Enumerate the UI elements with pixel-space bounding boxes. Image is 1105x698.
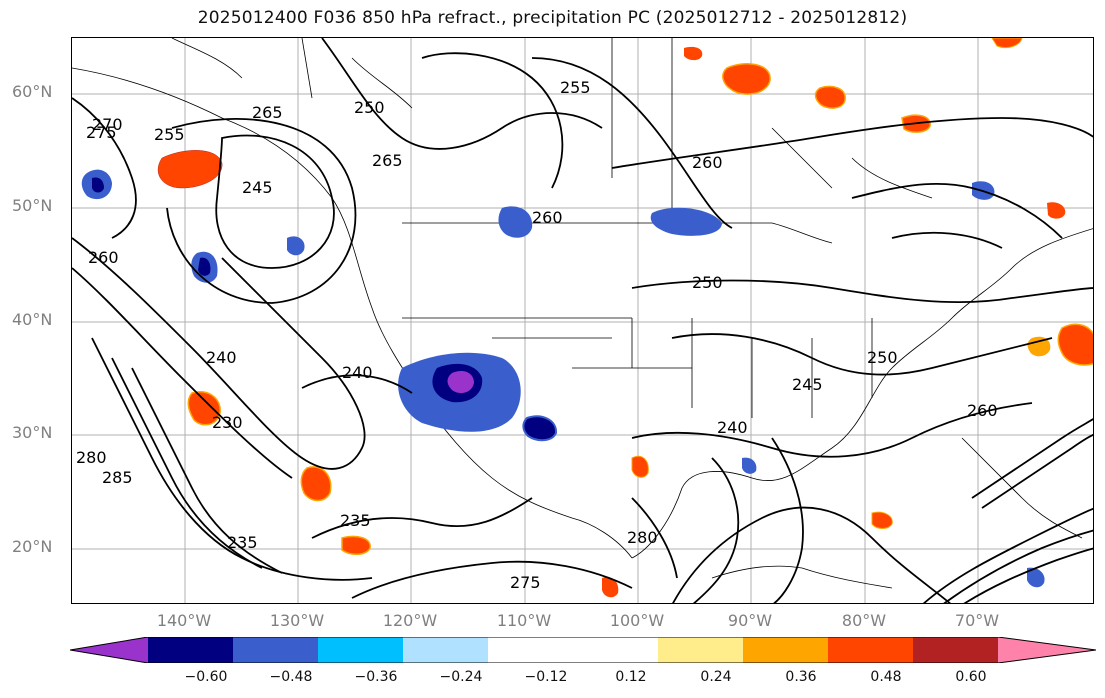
colorbar-tick: −0.36 xyxy=(354,669,398,685)
contour-label: 260 xyxy=(532,208,563,227)
contour-label: 240 xyxy=(206,348,237,367)
contour-label: 280 xyxy=(627,528,658,547)
colorbar xyxy=(70,637,1096,663)
contour-label: 260 xyxy=(692,153,723,172)
lat-label: 50°N xyxy=(12,196,53,215)
contour-label: 245 xyxy=(792,375,823,394)
colorbar-tick: 0.48 xyxy=(870,669,902,685)
colorbar-tick: −0.48 xyxy=(269,669,313,685)
colorbar-segment xyxy=(488,637,658,663)
lon-label: 120°W xyxy=(382,611,438,630)
contour-label: 250 xyxy=(867,348,898,367)
colorbar-tick: 0.12 xyxy=(615,669,647,685)
colorbar-segment xyxy=(233,637,318,663)
contour-label: 275 xyxy=(86,123,117,142)
contour-label: 230 xyxy=(212,413,243,432)
shaded-precip-field xyxy=(81,38,1093,598)
colorbar-tick: −0.24 xyxy=(439,669,483,685)
contour-label: 285 xyxy=(102,468,133,487)
colorbar-tick: 0.60 xyxy=(955,669,987,685)
colorbar-tick: 0.24 xyxy=(700,669,732,685)
lat-label: 60°N xyxy=(12,82,53,101)
colorbar-segment xyxy=(70,637,148,663)
map-title: 2025012400 F036 850 hPa refract., precip… xyxy=(197,8,908,28)
lon-label: 130°W xyxy=(269,611,325,630)
contour-label: 275 xyxy=(510,573,541,592)
colorbar-segment xyxy=(318,637,403,663)
lat-label: 30°N xyxy=(12,423,53,442)
colorbar-segment xyxy=(658,637,743,663)
contour-label: 240 xyxy=(717,418,748,437)
contour-label: 255 xyxy=(560,78,591,97)
colorbar-segment xyxy=(743,637,828,663)
lon-label: 90°W xyxy=(727,611,773,630)
contour-label: 260 xyxy=(88,248,119,267)
colorbar-tick: −0.60 xyxy=(184,669,228,685)
lon-label: 100°W xyxy=(609,611,665,630)
colorbar-segment xyxy=(403,637,488,663)
lat-label: 20°N xyxy=(12,537,53,556)
contour-label: 260 xyxy=(967,401,998,420)
coastlines xyxy=(72,38,1093,589)
colorbar-segment xyxy=(148,637,233,663)
lon-label: 70°W xyxy=(954,611,1000,630)
lat-label: 40°N xyxy=(12,310,53,329)
refractivity-contours xyxy=(72,38,1093,603)
contour-label: 240 xyxy=(342,363,373,382)
lon-label: 80°W xyxy=(841,611,887,630)
contour-label: 235 xyxy=(340,511,371,530)
colorbar-segment xyxy=(998,637,1096,663)
colorbar-tick: −0.12 xyxy=(524,669,568,685)
colorbar-segment xyxy=(828,637,913,663)
contour-label: 265 xyxy=(372,151,403,170)
contour-labels: 255 265 270 275 245 250 260 240 235 230 … xyxy=(76,78,998,592)
contour-label: 250 xyxy=(354,98,385,117)
colorbar-segment xyxy=(913,637,998,663)
lon-label: 110°W xyxy=(496,611,552,630)
graticule xyxy=(72,38,1093,603)
contour-label: 265 xyxy=(252,103,283,122)
contour-label: 235 xyxy=(227,533,258,552)
contour-label: 280 xyxy=(76,448,107,467)
map-canvas: 255 265 270 275 245 250 260 240 235 230 … xyxy=(72,38,1093,603)
map-panel: 255 265 270 275 245 250 260 240 235 230 … xyxy=(71,37,1094,604)
lon-label: 140°W xyxy=(156,611,212,630)
contour-label: 245 xyxy=(242,178,273,197)
contour-label: 255 xyxy=(154,125,185,144)
contour-label: 250 xyxy=(692,273,723,292)
contour-label: 270 xyxy=(92,115,123,134)
colorbar-tick: 0.36 xyxy=(785,669,817,685)
